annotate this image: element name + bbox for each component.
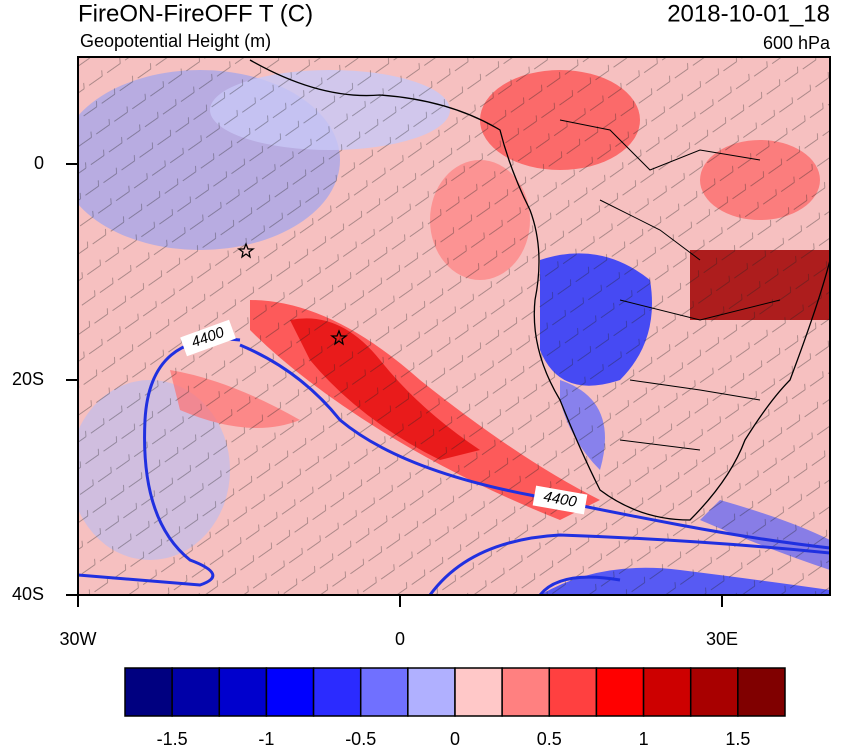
colorbar-label: 1.5 <box>725 729 750 749</box>
colorbar-box <box>737 667 786 717</box>
title: FireON-FireOFF T (C) <box>78 0 313 27</box>
date: 2018-10-01_18 <box>667 0 830 27</box>
lon-label: 30E <box>706 629 738 649</box>
colorbar-box <box>171 667 221 717</box>
colorbar-box <box>359 667 409 717</box>
level: 600 hPa <box>763 33 831 53</box>
lat-label: 0 <box>34 153 44 173</box>
colorbar-label: 1 <box>639 729 649 749</box>
colorbar-box <box>548 667 598 717</box>
map-field <box>78 57 830 595</box>
colorbar-box <box>595 667 645 717</box>
lon-label: 0 <box>395 629 405 649</box>
colorbar-label: -1.5 <box>157 729 188 749</box>
contour-label-box <box>532 485 588 515</box>
lat-label: 20S <box>12 369 44 389</box>
colorbar-box <box>312 667 362 717</box>
lat-label: 40S <box>12 584 44 604</box>
colorbar-box <box>407 667 456 717</box>
colorbar-label: 0 <box>450 729 460 749</box>
colorbar-box <box>501 667 551 717</box>
colorbar-label: -0.5 <box>345 729 376 749</box>
colorbar-box <box>642 667 692 717</box>
colorbar-box <box>454 667 503 717</box>
map-frame <box>77 56 831 596</box>
colorbar-box <box>124 667 173 717</box>
colorbar-label: 0.5 <box>537 729 562 749</box>
contour-label-group: 4400 <box>532 485 588 515</box>
contour-label-box <box>180 319 236 357</box>
colorbar-box <box>218 667 268 717</box>
lon-label: 30W <box>59 629 96 649</box>
subtitle: Geopotential Height (m) <box>80 31 271 51</box>
colorbar: -1.5 -1 -0.5 0 0.5 1 1.5 <box>124 667 786 749</box>
colorbar-box <box>265 667 315 717</box>
contour-label: 4400 <box>542 488 578 511</box>
colorbar-label: -1 <box>258 729 274 749</box>
colorbar-box <box>689 667 739 717</box>
